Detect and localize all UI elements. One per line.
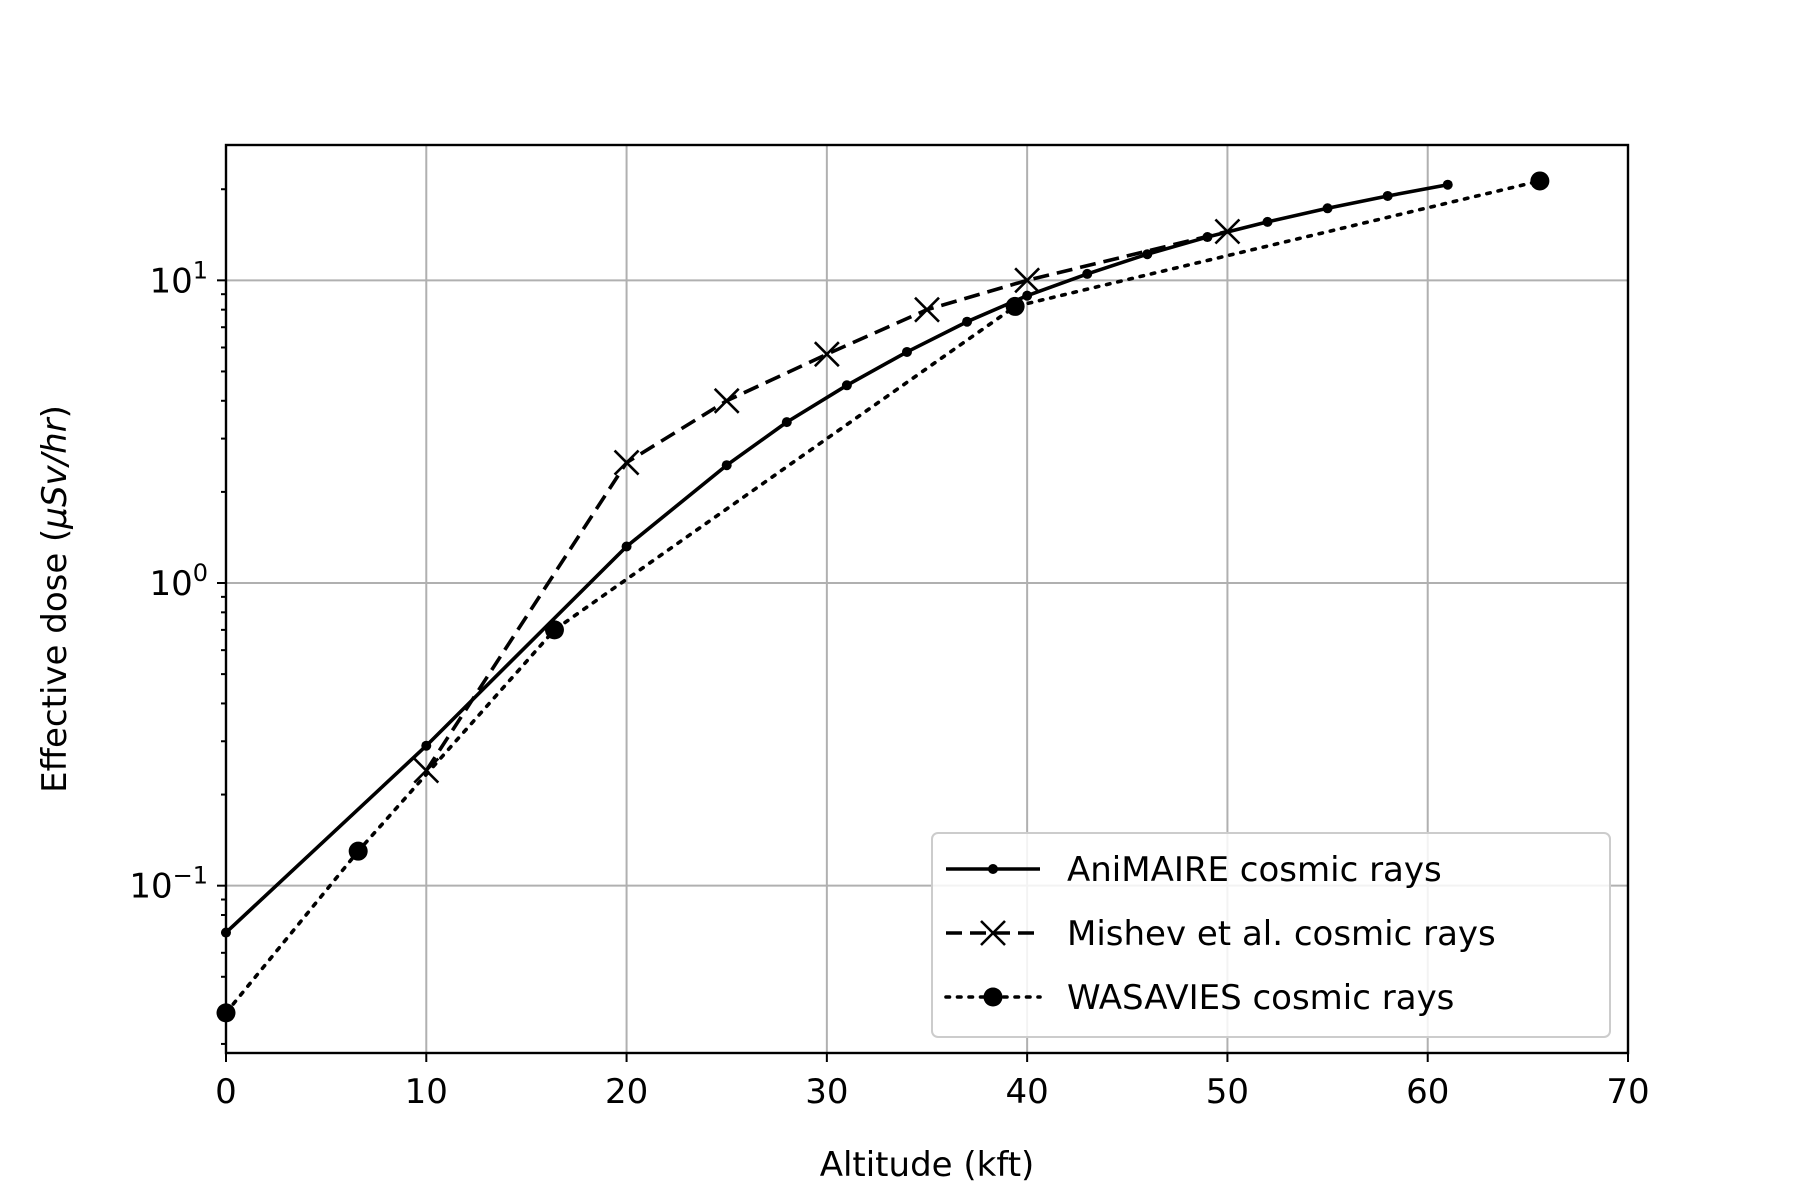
data-point	[1142, 249, 1153, 260]
data-point	[721, 460, 732, 471]
data-point	[1005, 296, 1025, 316]
x-tick-label: 30	[805, 1072, 848, 1112]
series-2	[413, 218, 1241, 784]
y-tick-base: 10	[149, 564, 192, 604]
y-axis-title: Effective dose (μSv/hr)	[35, 405, 75, 793]
legend-marker	[983, 987, 1003, 1007]
data-point	[901, 346, 912, 357]
series-layer	[216, 171, 1550, 1023]
data-point	[1022, 290, 1033, 301]
series-line	[224, 182, 1449, 934]
x-tick-label: 70	[1606, 1072, 1649, 1112]
x-marker-stroke	[980, 920, 1006, 946]
data-point	[348, 841, 368, 861]
y-tick-label: 10−1	[129, 862, 208, 907]
data-point	[1014, 267, 1041, 294]
x-marker-stroke	[914, 296, 940, 323]
data-point	[421, 740, 432, 751]
data-point	[1322, 203, 1333, 214]
y-tick-base: 10	[129, 867, 172, 907]
legend-label: AniMAIRE cosmic rays	[1067, 850, 1442, 890]
y-tick-exponent: −1	[173, 862, 208, 890]
x-tick-label: 60	[1406, 1072, 1449, 1112]
x-tick-label: 10	[405, 1072, 448, 1112]
y-axis-title-suffix: )	[35, 405, 75, 418]
y-axis-title-prefix: Effective dose (	[35, 529, 75, 793]
legend-item: WASAVIES cosmic rays	[944, 978, 1454, 1018]
plot-frame	[224, 143, 1630, 1055]
data-point	[962, 316, 973, 327]
data-point	[1214, 218, 1241, 245]
series-3	[216, 171, 1550, 1023]
data-point	[544, 620, 564, 640]
data-point	[1082, 268, 1093, 279]
x-marker-stroke	[413, 757, 440, 784]
x-marker-stroke	[1214, 218, 1241, 245]
data-point	[413, 757, 440, 784]
y-axis-title-unit: μSv/hr	[35, 416, 75, 529]
legend: AniMAIRE cosmic rays Mishev et al. cosmic…	[931, 832, 1611, 1038]
x-tick-label: 20	[605, 1072, 648, 1112]
data-point	[1262, 216, 1273, 227]
data-point	[1530, 171, 1550, 191]
legend-label: WASAVIES cosmic rays	[1067, 978, 1454, 1018]
x-tick-label: 50	[1206, 1072, 1249, 1112]
y-tick-label: 100	[149, 559, 208, 604]
data-point	[914, 296, 940, 323]
legend-marker	[988, 864, 998, 874]
data-point	[713, 387, 740, 414]
legend-item: AniMAIRE cosmic rays	[946, 850, 1442, 890]
y-tick-label: 101	[149, 256, 208, 301]
data-point	[1442, 179, 1453, 190]
y-tick-exponent: 1	[193, 256, 208, 284]
legend-box	[931, 832, 1611, 1038]
data-point	[781, 417, 792, 428]
x-marker-stroke	[613, 449, 640, 476]
x-axis-title: Altitude (kft)	[820, 1145, 1035, 1185]
y-tick-exponent: 0	[193, 559, 208, 587]
x-marker-stroke	[713, 387, 740, 414]
x-tick-label: 40	[1006, 1072, 1049, 1112]
legend-marker	[980, 920, 1006, 946]
legend-item: Mishev et al. cosmic rays	[946, 914, 1496, 954]
data-point	[813, 341, 840, 368]
y-tick-base: 10	[149, 261, 192, 301]
data-point	[841, 380, 852, 391]
x-marker-stroke	[1014, 267, 1041, 294]
legend-label: Mishev et al. cosmic rays	[1067, 914, 1496, 954]
series-1	[221, 179, 1453, 938]
data-point	[1382, 190, 1393, 201]
data-point	[613, 449, 640, 476]
data-point	[621, 541, 632, 552]
x-tick-label: 0	[215, 1072, 237, 1112]
x-marker-stroke	[813, 341, 840, 368]
